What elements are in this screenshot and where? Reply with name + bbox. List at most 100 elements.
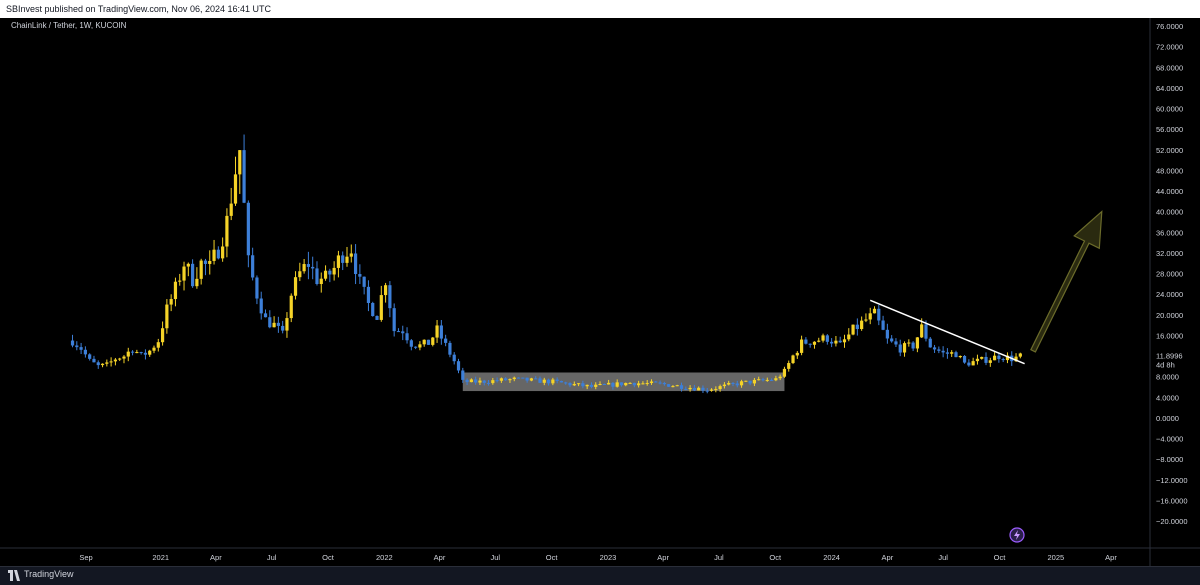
candle-body [452,354,456,362]
x-tick-label: Sep [79,553,92,562]
y-tick-label: −8.0000 [1156,455,1183,464]
candle-body [830,341,834,344]
candle-body [748,380,752,384]
candle-body [272,322,276,328]
x-tick-label: Apr [882,553,894,562]
candle-body [165,304,169,329]
candle-body [804,339,808,344]
candle-body [259,298,263,314]
candle-body [414,346,418,348]
x-tick-label: 2024 [823,553,840,562]
chart-area[interactable]: 76.0000 72.0000 68.0000 64.0000 60.0000 56.00… [0,18,1200,566]
x-tick-label: 2021 [152,553,169,562]
candle-body [932,347,937,350]
candle-body [825,335,829,342]
candle-body [967,362,971,366]
candle-body [731,382,735,384]
candle-body [100,363,105,366]
candle-body [173,281,178,300]
candle-body [139,352,143,354]
candle-body [461,370,465,380]
candle-body [96,362,100,366]
candle-body [341,255,345,263]
candle-body [336,255,341,268]
candle-body [251,255,255,278]
y-tick-label: 28.0000 [1156,270,1183,279]
candle-body [894,341,898,345]
candle-body [860,320,864,330]
candle-body [405,333,409,341]
candle-body [864,319,868,321]
candle-body [585,384,589,387]
x-tick-label: Oct [322,553,335,562]
x-tick-label: Oct [546,553,559,562]
candle-body [306,264,310,267]
y-tick-label: 72.0000 [1156,43,1183,52]
y-tick-label: 68.0000 [1156,63,1183,72]
candle-body [508,379,512,381]
candle-body [872,308,877,314]
candle-body [1018,353,1022,357]
candle-body [105,362,109,364]
candle-body [396,331,401,333]
candle-body [525,377,529,381]
candle-body [684,388,688,390]
candle-body [667,384,671,387]
candle-body [444,338,448,343]
candle-body [448,342,452,355]
candle-body [980,356,984,359]
candle-body [1001,359,1005,361]
candle-body [907,342,911,344]
price-label-box [1151,348,1199,371]
candle-body [366,286,371,303]
candle-body [615,382,619,387]
candle-body [800,339,804,353]
candle-body [383,285,388,296]
candle-body [851,324,855,335]
y-tick-label: −16.0000 [1156,496,1188,505]
candle-body [589,384,594,387]
candle-body [521,377,525,379]
candlestick-chart[interactable]: 76.0000 72.0000 68.0000 64.0000 60.0000 56.00… [0,18,1200,566]
candle-body [362,276,366,287]
candle-body [868,313,872,320]
candle-body [877,308,881,321]
y-tick-label: 0.0000 [1156,414,1179,423]
candle-body [962,355,967,363]
candle-body [516,377,521,379]
candle-body [885,329,889,339]
x-tick-label: Apr [1105,553,1117,562]
candle-body [757,379,761,381]
candle-body [924,324,928,339]
candle-body [920,324,924,338]
candle-body [276,322,280,326]
footer-brand: TradingView [24,569,74,579]
candle-body [958,355,962,358]
candle-body [88,354,92,359]
footer-bar: TradingView [0,566,1200,585]
candle-body [238,150,242,175]
candle-body [208,260,212,264]
candle-body [358,274,362,277]
candle-body [658,382,662,384]
candle-body [709,389,714,391]
y-tick-label: 56.0000 [1156,125,1183,134]
tradingview-logo-icon [8,570,20,581]
candle-body [997,355,1001,360]
x-tick-label: Oct [994,553,1007,562]
candle-body [92,358,96,363]
y-tick-label: 44.0000 [1156,187,1183,196]
y-tick-label: 4.0000 [1156,393,1179,402]
candle-body [915,337,919,349]
candle-body [971,361,975,366]
candle-body [898,344,902,353]
candle-body [817,340,821,342]
y-tick-label: 36.0000 [1156,228,1183,237]
candle-body [950,352,954,354]
candle-body [735,383,739,386]
candle-body [478,380,482,383]
candle-body [504,378,508,381]
candle-body [246,202,250,256]
candle-body [778,376,782,379]
y-tick-label: 76.0000 [1156,22,1183,31]
